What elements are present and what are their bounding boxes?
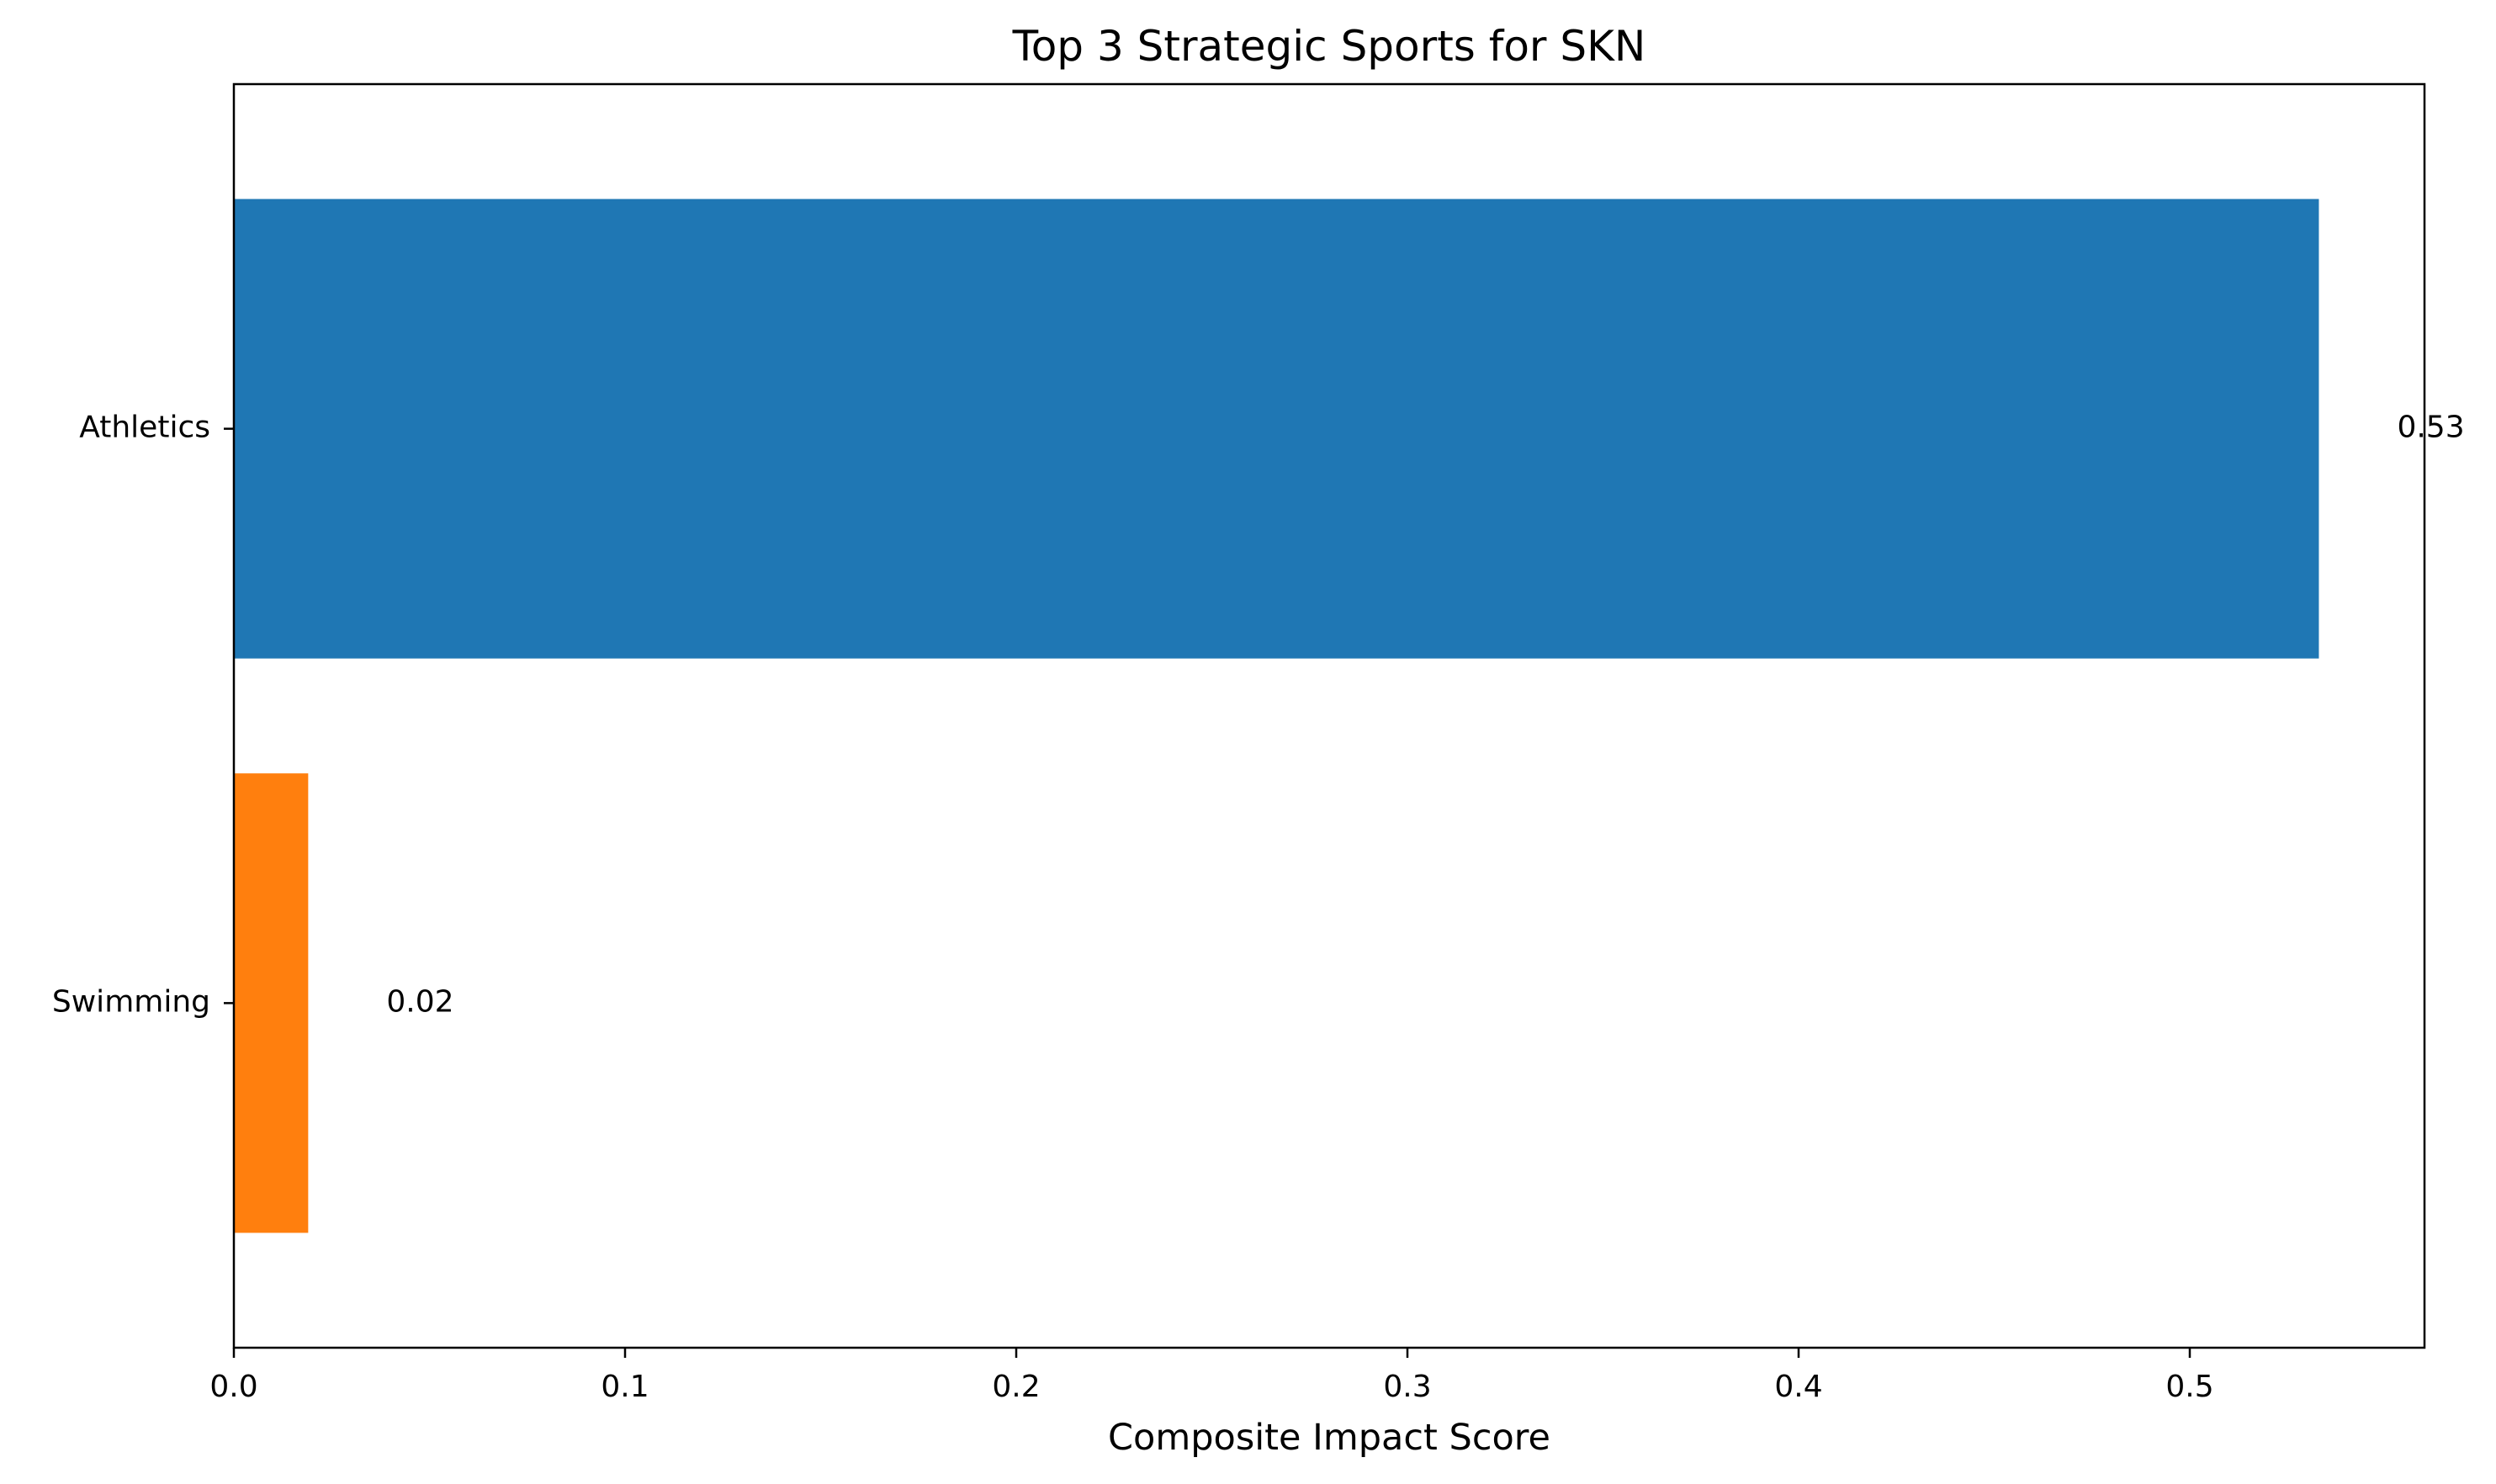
plot-frame (232, 82, 2426, 1349)
x-tick-label: 0.1 (601, 1370, 649, 1404)
value-labels-group: 0.53 0.02 (386, 411, 2464, 1020)
x-tick-label: 0.3 (1383, 1370, 1431, 1404)
value-label-swimming: 0.02 (386, 984, 453, 1019)
value-label-athletics: 0.53 (2397, 411, 2464, 445)
bars-group (234, 199, 2319, 1233)
x-axis-label: Composite Impact Score (1108, 1417, 1550, 1459)
x-tick-label: 0.5 (2165, 1370, 2213, 1404)
y-tick-label-athletics: Athletics (79, 411, 210, 445)
bar-athletics (234, 199, 2319, 659)
x-axis: 0.0 0.1 0.2 0.3 0.4 0.5 (209, 1348, 2214, 1404)
x-tick-label: 0.2 (992, 1370, 1040, 1404)
chart-title: Top 3 Strategic Sports for SKN (1012, 22, 1646, 71)
y-axis: Athletics Swimming (52, 411, 234, 1019)
x-tick-label: 0.4 (1774, 1370, 1822, 1404)
y-tick-label-swimming: Swimming (52, 984, 210, 1019)
bar-swimming (234, 773, 309, 1233)
x-tick-label: 0.0 (209, 1370, 257, 1404)
